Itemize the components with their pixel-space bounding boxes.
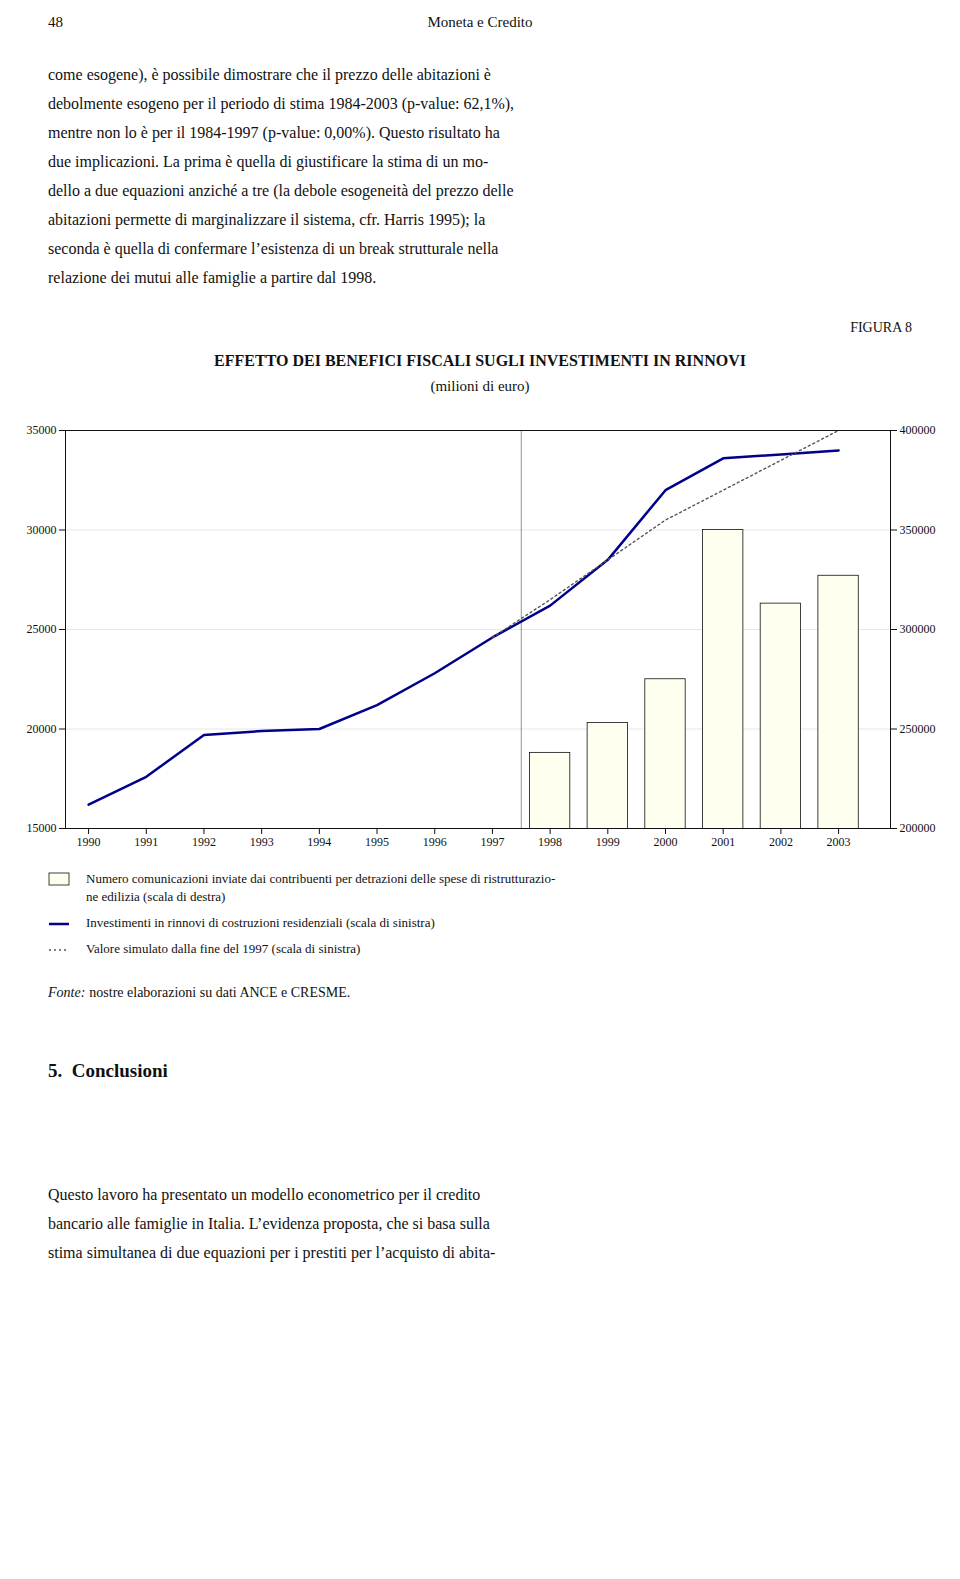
html-text:Moneta e Credito: Moneta e Credito <box>427 14 533 30</box>
html-text:relazione dei mutui alle famig: relazione dei mutui alle famiglie a part… <box>48 269 377 286</box>
html-text:(milioni di euro): (milioni di euro) <box>430 378 530 394</box>
html-text:bancario alle famiglie in Ital: bancario alle famiglie in Italia. L’evid… <box>48 1215 490 1232</box>
html-text:abitazioni permette di margina: abitazioni permette di marginalizzare il… <box>48 211 486 228</box>
html-text:Questo lavoro ha presentato un: Questo lavoro ha presentato un modello e… <box>48 1186 481 1203</box>
svg-text:1996: 1996 <box>423 835 447 849</box>
svg-text:1999: 1999 <box>596 835 620 849</box>
html-text:seconda è quella di confermare: seconda è quella di confermare l’esisten… <box>48 240 499 257</box>
html-text:mentre non lo è per il 1984-19: mentre non lo è per il 1984-1997 (p-valu… <box>48 124 500 141</box>
html-text:5. Conclusioni: 5. Conclusioni <box>48 1060 168 1081</box>
html-text:FIGURA 8: FIGURA 8 <box>850 320 912 335</box>
svg-text:15000: 15000 <box>27 821 57 835</box>
html-text:Investimenti in rinnovi di cos: Investimenti in rinnovi di costruzioni r… <box>86 915 435 930</box>
svg-text:300000: 300000 <box>900 622 936 636</box>
svg-text:2001: 2001 <box>711 835 735 849</box>
svg-text:200000: 200000 <box>900 821 936 835</box>
svg-text:2000: 2000 <box>654 835 678 849</box>
svg-text:2002: 2002 <box>769 835 793 849</box>
svg-text:2003: 2003 <box>827 835 851 849</box>
svg-text:35000: 35000 <box>27 423 57 437</box>
html-text:Fonte: nostre elaborazioni su: Fonte: nostre elaborazioni su dati ANCE … <box>48 985 351 1000</box>
svg-text:1992: 1992 <box>192 835 216 849</box>
html-text:ne edilizia (scala di destra): ne edilizia (scala di destra) <box>86 889 226 904</box>
html-text:Valore simulato dalla fine del: Valore simulato dalla fine del 1997 (sca… <box>86 941 361 956</box>
svg-text:1993: 1993 <box>250 835 274 849</box>
html-text:dello a due equazioni anziché: dello a due equazioni anziché a tre (la … <box>48 182 514 199</box>
svg-text:1995: 1995 <box>365 835 389 849</box>
svg-text:1998: 1998 <box>538 835 562 849</box>
svg-text:20000: 20000 <box>27 722 57 736</box>
svg-text:250000: 250000 <box>900 722 936 736</box>
html-text:debolmente esogeno per il peri: debolmente esogeno per il periodo di sti… <box>48 95 515 112</box>
svg-text:30000: 30000 <box>27 523 57 537</box>
svg-text:1997: 1997 <box>480 835 504 849</box>
svg-text:1994: 1994 <box>307 835 331 849</box>
svg-text:1991: 1991 <box>134 835 158 849</box>
svg-text:350000: 350000 <box>900 523 936 537</box>
html-text:stima simultanea di due equazi: stima simultanea di due equazioni per i … <box>48 1244 496 1261</box>
html-text:due implicazioni. La prima è q: due implicazioni. La prima è quella di g… <box>48 153 489 170</box>
html-text:48: 48 <box>48 14 63 30</box>
html-text:Numero comunicazioni inviate d: Numero comunicazioni inviate dai contrib… <box>86 871 556 886</box>
html-text:EFFETTO DEI BENEFICI FISCALI S: EFFETTO DEI BENEFICI FISCALI SUGLI INVES… <box>214 352 746 369</box>
svg-text:25000: 25000 <box>27 622 57 636</box>
svg-text:1990: 1990 <box>77 835 101 849</box>
svg-text:400000: 400000 <box>900 423 936 437</box>
html-text:come esogene), è possibile dim: come esogene), è possibile dimostrare ch… <box>48 66 491 83</box>
